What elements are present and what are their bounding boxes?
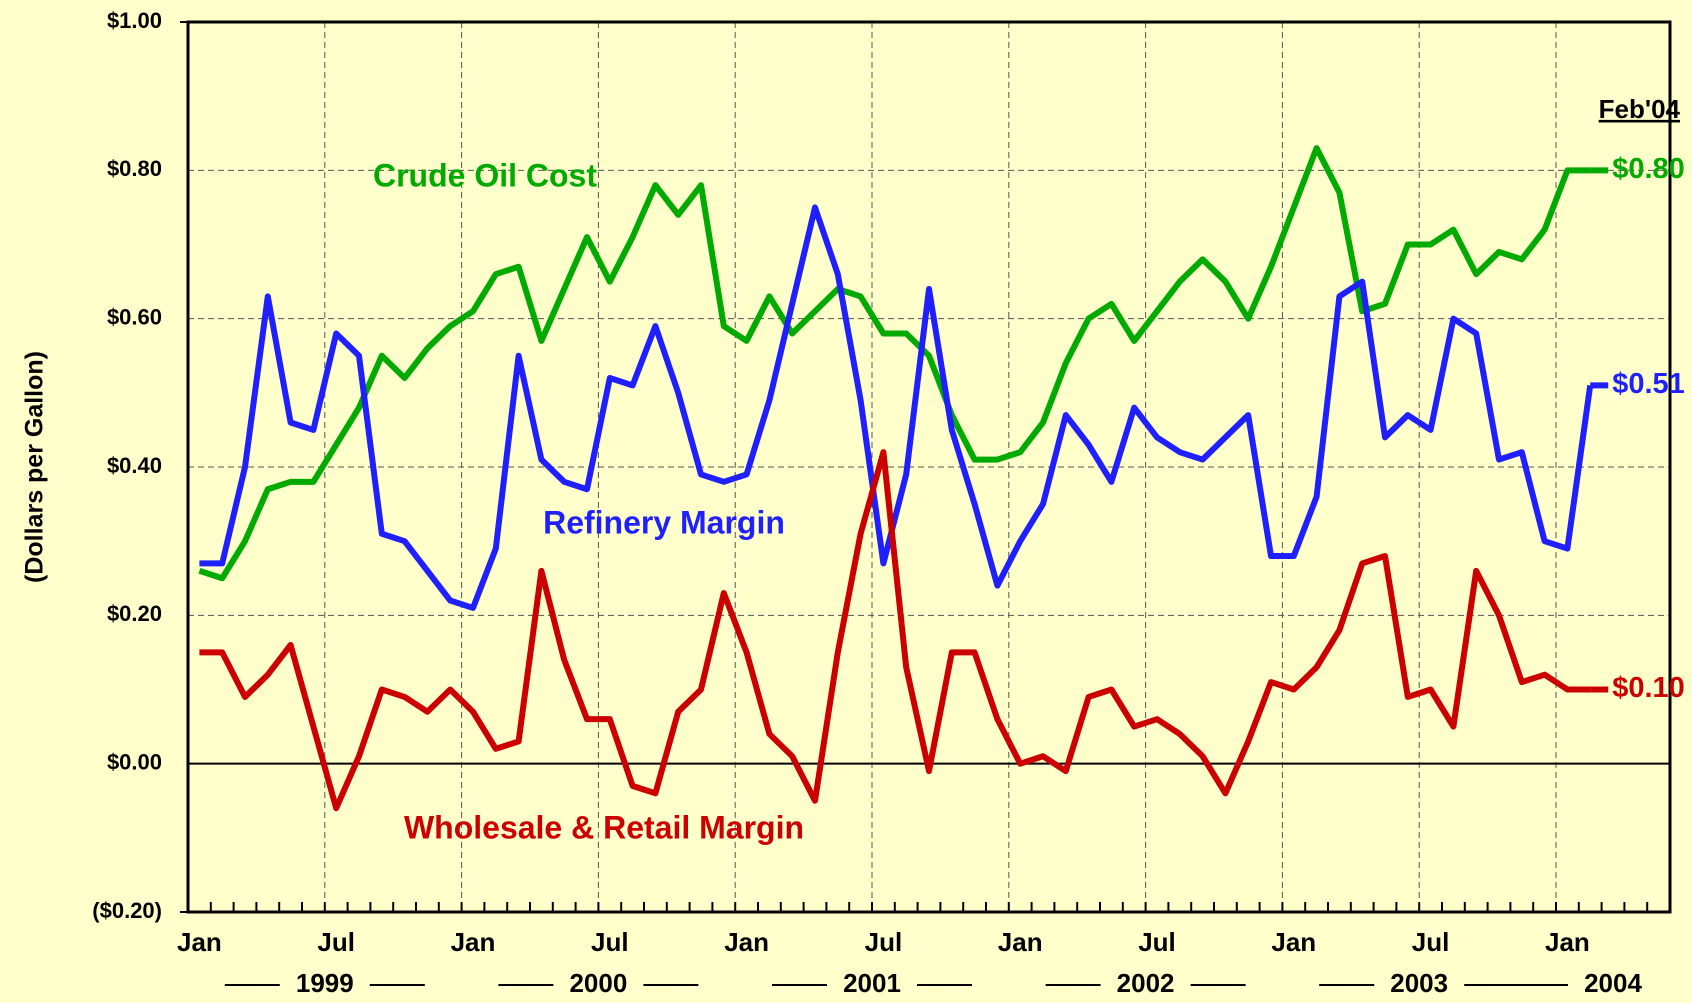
plot-frame xyxy=(186,20,1672,914)
series-line xyxy=(198,145,1591,582)
x-tick-label: Jul xyxy=(1412,927,1450,957)
annotation: Feb'04 xyxy=(1599,94,1681,124)
y-tick-label: ($0.20) xyxy=(92,898,162,923)
y-tick-label: $0.00 xyxy=(107,749,162,774)
x-tick-label: Jan xyxy=(724,927,769,957)
end-label: $0.10 xyxy=(1612,672,1685,704)
end-label: $0.51 xyxy=(1612,368,1685,400)
y-axis-label: (Dollars per Gallon) xyxy=(21,351,49,583)
x-tick-label: Jan xyxy=(1271,927,1316,957)
y-tick-label: $0.40 xyxy=(107,453,162,478)
y-tick-label: $0.20 xyxy=(107,601,162,626)
x-tick-label: Jan xyxy=(451,927,496,957)
x-tick-label: Jul xyxy=(1138,927,1176,957)
year-label: 1999 xyxy=(296,968,354,998)
y-tick-label: $0.60 xyxy=(107,304,162,329)
series-name: Refinery Margin xyxy=(543,504,785,540)
x-tick-label: Jan xyxy=(1545,927,1590,957)
year-label: 2003 xyxy=(1390,968,1448,998)
year-label: 2004 xyxy=(1584,968,1642,998)
x-tick-label: Jul xyxy=(865,927,903,957)
x-tick-label: Jul xyxy=(591,927,629,957)
x-tick-label: Jan xyxy=(177,927,222,957)
y-tick-label: $0.80 xyxy=(107,156,162,181)
series-name: Wholesale & Retail Margin xyxy=(404,809,804,845)
end-label: $0.80 xyxy=(1612,153,1685,185)
series-line xyxy=(199,204,1594,611)
x-tick-label: Jul xyxy=(317,927,355,957)
x-tick-label: Jan xyxy=(998,927,1043,957)
year-label: 2002 xyxy=(1117,968,1175,998)
year-label: 2001 xyxy=(843,968,901,998)
year-label: 2000 xyxy=(569,968,627,998)
series-name: Crude Oil Cost xyxy=(373,157,597,193)
y-tick-label: $1.00 xyxy=(107,8,162,33)
series-line xyxy=(199,449,1591,812)
